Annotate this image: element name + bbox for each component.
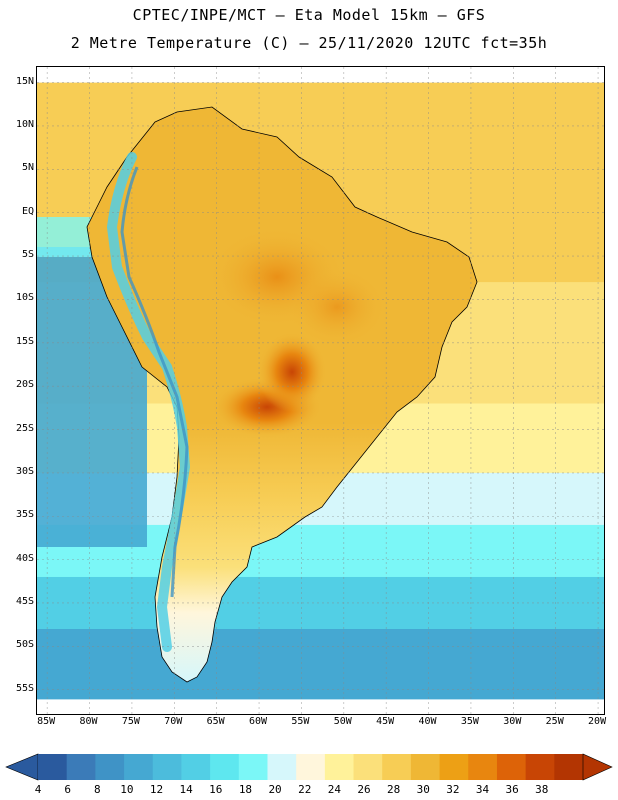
lon-label: 45W <box>376 716 395 727</box>
lon-label: 40W <box>418 716 437 727</box>
colorbar-swatch <box>296 754 326 780</box>
colorbar-swatch <box>468 754 498 780</box>
lat-label: 15N <box>15 75 34 87</box>
colorbar-tick-label: 26 <box>357 783 371 796</box>
lon-label: 70W <box>164 716 183 727</box>
colorbar-tick-label: 20 <box>268 783 282 796</box>
colorbar-tick-label: 12 <box>149 783 164 796</box>
lon-label: 35W <box>460 716 479 727</box>
colorbar-tick-label: 38 <box>535 783 549 796</box>
lon-label: 65W <box>206 716 225 727</box>
lon-label: 25W <box>545 716 564 727</box>
colorbar-min-arrow <box>5 753 39 781</box>
colorbar-tick-label: 34 <box>475 783 490 796</box>
andes-cold-ridge <box>106 152 191 652</box>
lat-label: 5N <box>21 162 34 174</box>
colorbar-tick-label: 8 <box>93 783 101 796</box>
lat-label: EQ <box>21 205 34 217</box>
colorbar-tick-label: 14 <box>179 783 193 796</box>
heat-core-mato-grosso <box>257 332 327 412</box>
colorbar-tick-label: 18 <box>238 783 253 796</box>
lat-label: 25S <box>15 422 34 434</box>
lat-label: 15S <box>15 335 34 347</box>
title-line-2: 2 Metre Temperature (C) – 25/11/2020 12U… <box>70 34 548 52</box>
lat-label: 35S <box>15 509 34 521</box>
colorbar-tick-label: 28 <box>386 783 401 796</box>
temperature-colorbar <box>5 753 613 781</box>
warm-region-northeast <box>287 267 387 347</box>
colorbar-tick-label: 22 <box>298 783 312 796</box>
colorbar-swatch <box>152 754 182 780</box>
lat-label: 10S <box>15 292 34 304</box>
colorbar-swatch <box>382 754 412 780</box>
colorbar-tick-label: 24 <box>327 783 341 796</box>
colorbar-swatch <box>525 754 555 780</box>
colorbar-tick-label: 4 <box>34 783 42 796</box>
colorbar-swatch <box>410 754 441 780</box>
lat-label: 30S <box>15 465 34 477</box>
lat-label: 20S <box>15 379 34 391</box>
colorbar-swatch <box>353 754 383 780</box>
colorbar-max-arrow <box>582 753 613 781</box>
lon-label: 75W <box>121 716 140 727</box>
lat-label: 40S <box>15 552 34 564</box>
lat-label: 5S <box>21 249 34 261</box>
colorbar-swatch <box>95 754 125 780</box>
lat-label: 45S <box>15 595 34 607</box>
colorbar-tick-label: 16 <box>209 783 223 796</box>
colorbar-swatch <box>324 754 355 780</box>
colorbar-swatch <box>554 754 584 780</box>
lon-label: 50W <box>333 716 352 727</box>
colorbar-tick-label: 10 <box>120 783 134 796</box>
title-line-1: CPTEC/INPE/MCT – Eta Model 15km – GFS <box>132 6 486 24</box>
colorbar-swatch <box>38 754 68 780</box>
andes-cold-core <box>120 166 189 598</box>
lon-label: 85W <box>37 716 56 727</box>
colorbar-tick-label: 30 <box>416 783 430 796</box>
lon-label: 30W <box>503 716 522 727</box>
colorbar-swatch <box>66 754 96 780</box>
colorbar-tick-label: 6 <box>64 783 71 796</box>
lon-label: 55W <box>291 716 310 727</box>
colorbar-swatch <box>124 754 154 780</box>
colorbar-tick-label: 32 <box>446 783 460 796</box>
lat-label: 50S <box>15 639 34 651</box>
colorbar-swatch <box>238 754 268 780</box>
colorbar-tick-label: 36 <box>505 783 519 796</box>
ocean-band-7 <box>37 629 604 700</box>
lat-label: 55S <box>15 682 34 694</box>
colorbar-swatch <box>210 754 240 780</box>
colorbar-swatch <box>496 754 527 780</box>
lon-label: 80W <box>79 716 98 727</box>
colorbar-swatch <box>181 754 211 780</box>
lat-label: 10N <box>15 118 34 130</box>
ocean-band-6 <box>37 576 604 631</box>
colorbar-swatch <box>439 754 469 780</box>
lon-label: 60W <box>249 716 268 727</box>
lon-label: 20W <box>588 716 607 727</box>
temperature-map <box>36 66 605 715</box>
colorbar-swatch <box>267 754 297 780</box>
